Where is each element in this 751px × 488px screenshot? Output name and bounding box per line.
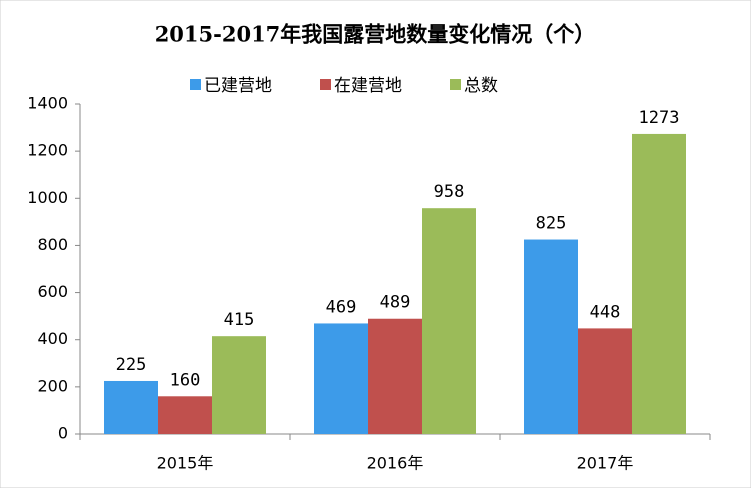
value-label: 489 (380, 293, 411, 313)
bar (212, 336, 266, 434)
legend-label: 已建营地 (204, 76, 272, 96)
value-label: 160 (170, 370, 201, 390)
bar (368, 318, 422, 434)
legend-label: 在建营地 (334, 76, 402, 96)
y-tick-label: 0 (58, 424, 68, 443)
legend-swatch (450, 79, 461, 90)
bar (314, 323, 368, 434)
value-label: 225 (116, 355, 147, 375)
legend-swatch (320, 79, 331, 90)
bar (524, 239, 578, 434)
bar (104, 380, 158, 434)
bar (578, 328, 632, 434)
legend-swatch (190, 79, 201, 90)
x-tick-label: 2017年 (577, 454, 634, 473)
y-tick-label: 1400 (27, 94, 68, 113)
legend-label: 总数 (464, 76, 498, 96)
value-label: 469 (326, 297, 357, 317)
x-tick-label: 2015年 (157, 454, 214, 473)
y-tick-label: 600 (37, 282, 68, 301)
y-tick-label: 200 (37, 376, 68, 395)
value-label: 958 (434, 182, 465, 202)
x-tick-label: 2016年 (367, 454, 424, 473)
bar (158, 396, 212, 434)
value-label: 1273 (639, 108, 680, 128)
chart-title: 2015-2017年我国露营地数量变化情况（个） (155, 22, 596, 47)
y-tick-label: 1200 (27, 141, 68, 160)
y-tick-label: 1000 (27, 188, 68, 207)
bar (632, 133, 686, 434)
value-label: 415 (224, 310, 255, 330)
bar (422, 208, 476, 434)
value-label: 448 (590, 302, 621, 322)
value-label: 825 (536, 214, 567, 234)
y-tick-label: 800 (37, 235, 68, 254)
y-tick-label: 400 (37, 329, 68, 348)
